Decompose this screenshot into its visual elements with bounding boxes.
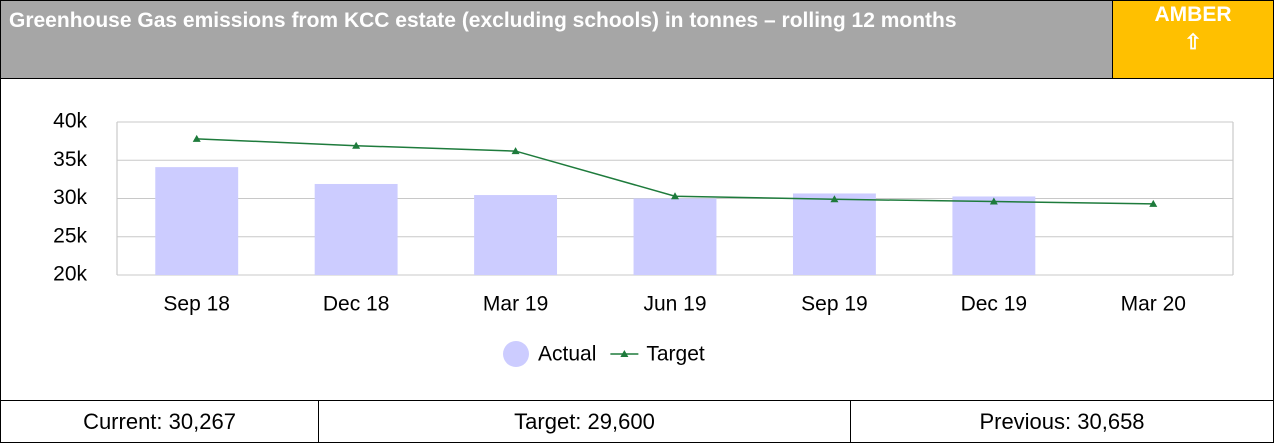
marker: [1149, 199, 1158, 207]
x-tick-label: Jun 19: [643, 293, 706, 316]
legend-swatch: [620, 350, 629, 357]
marker: [830, 195, 839, 203]
bar: [155, 167, 239, 275]
x-tick-label: Dec 19: [961, 293, 1028, 316]
bar: [792, 193, 876, 275]
status-arrow: ⇧: [1184, 31, 1202, 54]
x-tick-label: Mar 20: [1121, 293, 1186, 316]
legend-swatch: [503, 341, 529, 367]
bar: [633, 198, 717, 275]
x-tick-label: Dec 18: [323, 293, 390, 316]
legend-label: Actual: [538, 343, 596, 366]
bar: [314, 183, 398, 275]
marker: [511, 147, 520, 155]
x-tick-label: Sep 19: [801, 293, 868, 316]
status-box: AMBER ⇧: [1112, 1, 1273, 78]
footer: Current: 30,267 Target: 29,600 Previous:…: [1, 400, 1273, 442]
marker: [671, 192, 679, 200]
marker: [192, 134, 201, 142]
footer-cell: Current: 30,267: [1, 401, 319, 442]
marker: [352, 141, 361, 149]
y-tick-label: 20k: [53, 263, 87, 286]
bar: [952, 196, 1036, 275]
y-tick-label: 25k: [53, 224, 87, 247]
footer-cell: Target: 29,600: [319, 401, 851, 442]
x-tick-label: Mar 19: [483, 293, 548, 316]
header: Greenhouse Gas emissions from KCC estate…: [1, 1, 1273, 79]
status-label: AMBER: [1154, 3, 1232, 26]
y-tick-label: 30k: [53, 186, 87, 209]
bar: [474, 195, 558, 275]
x-tick-label: Sep 18: [163, 293, 230, 316]
footer-cell: Previous: 30,658: [979, 409, 1145, 434]
legend-label: Target: [646, 343, 705, 366]
title: Greenhouse Gas emissions from KCC estate…: [9, 9, 957, 32]
y-tick-label: 40k: [53, 110, 87, 133]
chart: 20k 25k 30k 35k 40k Sep 18 Dec 18 Mar 19 Jun 19 S…: [53, 110, 1234, 367]
y-tick-label: 35k: [53, 148, 87, 171]
marker: [989, 197, 998, 205]
